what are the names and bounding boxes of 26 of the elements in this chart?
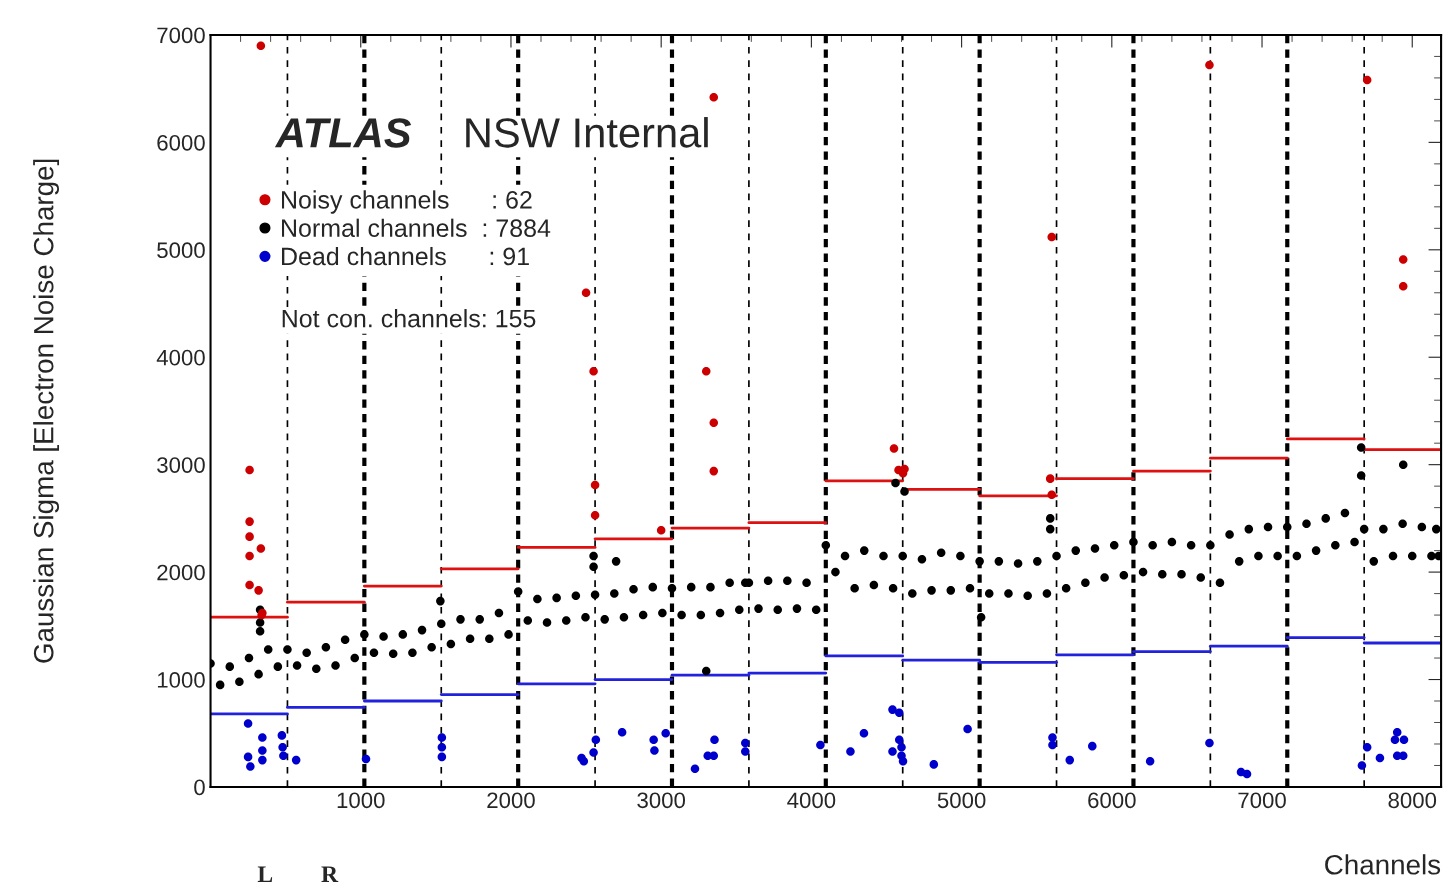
text: L (257, 866, 273, 882)
x-tick-label: 5000 (937, 792, 986, 809)
x-tick-label: 7000 (1238, 792, 1286, 809)
x-tick-label: 6000 (1088, 792, 1136, 809)
y-tick-label: 5000 (157, 242, 205, 259)
y-tick-label: 4000 (156, 349, 205, 366)
annotation: Not con. channels: 155 (282, 309, 536, 328)
x-tick-label: 8000 (1388, 792, 1437, 809)
y-tick-label: 0 (194, 779, 205, 796)
x-tick-label: 2000 (487, 792, 535, 809)
x-tick-label: 3000 (637, 792, 686, 809)
text: R (321, 866, 339, 882)
legend-label: Normal channels : 7884 (282, 218, 551, 238)
annotation: ATLAS (274, 118, 412, 148)
y-tick-label: 7000 (157, 27, 205, 44)
x-tick-label: 1000 (337, 792, 385, 809)
y-tick-label: 3000 (157, 457, 205, 473)
y-tick-label: 6000 (157, 134, 205, 151)
x-tick-label: 4000 (787, 792, 836, 809)
y-tick-label: 2000 (157, 564, 205, 581)
legend-label: Noisy channels : 62 (282, 190, 532, 214)
y-axis-title: Gaussian Sigma [Electron Noise Charge] (33, 159, 60, 663)
y-tick-label: 1000 (157, 672, 205, 688)
annotation: NSW Internal (466, 117, 708, 148)
legend-label: Dead channels : 91 (282, 246, 529, 266)
x-axis-title: Channels (1325, 854, 1441, 875)
